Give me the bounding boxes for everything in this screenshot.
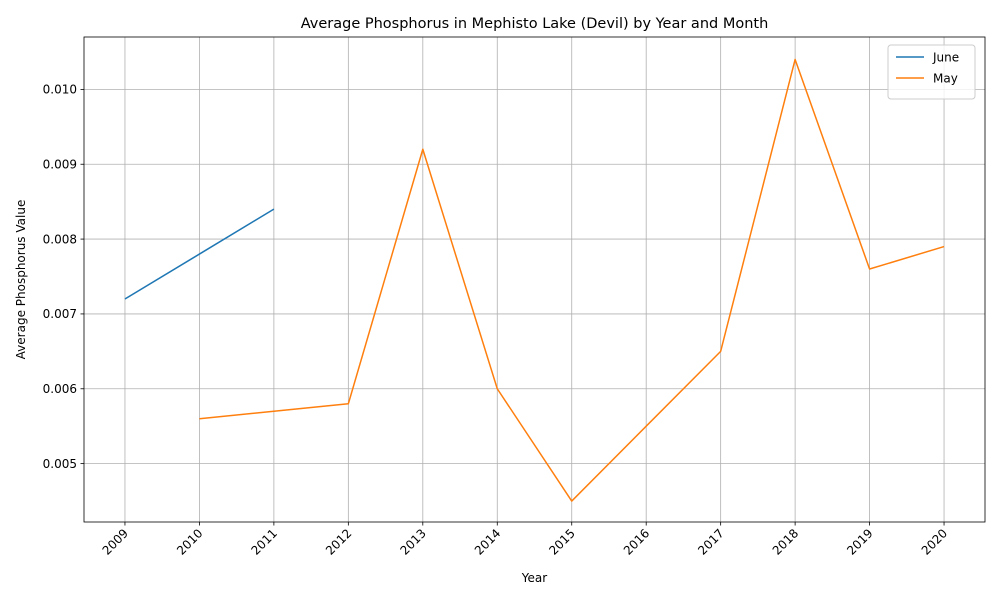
chart-title: Average Phosphorus in Mephisto Lake (Dev… — [301, 16, 769, 32]
y-tick-label: 0.010 — [43, 83, 77, 97]
y-tick-label: 0.008 — [43, 232, 77, 246]
plot-frame — [83, 36, 986, 523]
series-layer — [124, 58, 945, 502]
y-tick-label: 0.007 — [43, 307, 77, 321]
series-line-may — [199, 58, 945, 502]
grid-layer — [84, 37, 985, 522]
x-axis-title: Year — [521, 571, 547, 585]
legend-label: May — [933, 71, 958, 85]
legend: June May — [887, 44, 976, 100]
y-tick-label: 0.006 — [43, 382, 77, 396]
series-line-june — [124, 208, 275, 300]
legend-label: June — [932, 50, 959, 64]
y-tick-label: 0.005 — [43, 457, 77, 471]
legend-box — [887, 44, 976, 100]
y-tick-label: 0.009 — [43, 158, 77, 172]
y-axis-title: Average Phosphorus Value — [14, 200, 28, 360]
